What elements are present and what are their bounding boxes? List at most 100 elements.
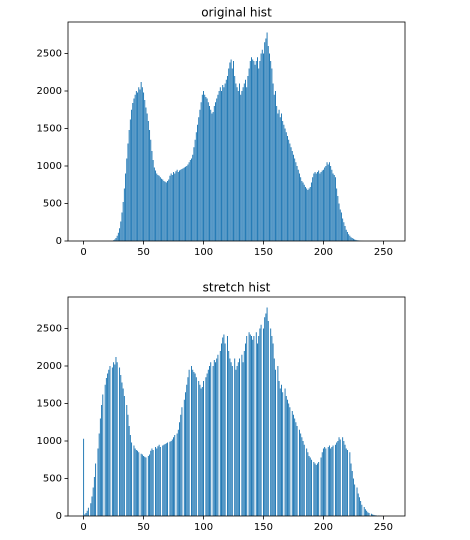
x-tick-label: 100: [194, 247, 213, 258]
y-tick-label: 500: [43, 199, 62, 210]
bar: [248, 68, 250, 241]
bar: [193, 147, 195, 241]
bar: [144, 100, 146, 241]
bar: [173, 437, 175, 516]
bar: [263, 328, 264, 516]
bar: [147, 121, 149, 241]
bar: [176, 169, 178, 241]
bar: [192, 369, 194, 516]
bar: [289, 407, 291, 516]
bar: [286, 136, 288, 241]
bar: [134, 448, 136, 516]
y-tick-label: 1500: [37, 399, 62, 410]
x-tick-label: 50: [137, 247, 150, 258]
bar: [246, 87, 248, 241]
y-tick-label: 2000: [37, 361, 62, 372]
y-tick-label: 2500: [37, 324, 62, 335]
bar: [241, 91, 243, 241]
bar: [277, 113, 279, 241]
bar: [236, 366, 238, 516]
bar: [207, 369, 209, 516]
bar: [191, 366, 193, 516]
bar: [363, 507, 365, 516]
bar: [111, 367, 113, 516]
bar: [170, 441, 172, 516]
bar: [354, 239, 356, 241]
bar: [360, 501, 362, 516]
bar: [108, 369, 110, 516]
bar: [252, 59, 254, 241]
bar: [330, 448, 332, 516]
bar: [141, 454, 143, 516]
bar: [346, 450, 348, 516]
bar: [280, 384, 282, 516]
bar: [295, 422, 297, 516]
bar: [303, 444, 305, 516]
bar: [164, 181, 166, 241]
bar: [129, 435, 131, 516]
bar: [314, 172, 316, 241]
bar: [195, 377, 197, 516]
bar: [271, 336, 273, 516]
bar: [294, 158, 296, 241]
bar: [179, 170, 181, 241]
bar: [316, 172, 318, 241]
bar: [180, 169, 182, 241]
bar: [258, 336, 260, 516]
bar: [274, 369, 276, 516]
y-tick-label: 0: [56, 511, 62, 522]
bar: [183, 399, 185, 516]
bar: [85, 513, 87, 516]
bar: [169, 175, 171, 241]
bar: [195, 132, 197, 241]
bar: [319, 173, 321, 241]
bar: [364, 509, 366, 516]
x-tick-label: 100: [194, 522, 213, 533]
bar: [205, 377, 207, 516]
bar: [97, 448, 99, 516]
bar: [277, 366, 279, 516]
bar: [93, 477, 95, 516]
bar: [302, 182, 304, 241]
bar: [227, 336, 228, 516]
bar: [157, 175, 159, 241]
bar: [255, 61, 257, 241]
bar: [337, 196, 339, 241]
bar: [177, 172, 179, 241]
x-tick-label: 200: [314, 247, 333, 258]
bar: [212, 112, 214, 241]
bar: [156, 173, 158, 241]
bar: [259, 328, 261, 516]
bar: [222, 85, 224, 241]
bar: [271, 68, 273, 241]
bar: [144, 456, 146, 516]
y-tick-label: 500: [43, 474, 62, 485]
bar: [247, 76, 249, 241]
bar: [139, 89, 141, 241]
bar: [213, 360, 215, 516]
bar: [230, 59, 232, 241]
bar: [336, 442, 338, 516]
bar: [135, 91, 137, 241]
bar: [355, 239, 357, 241]
bar: [234, 76, 236, 241]
bar: [168, 179, 170, 241]
bar: [132, 103, 134, 241]
bar: [187, 377, 189, 516]
bar: [243, 83, 245, 241]
bar: [128, 426, 130, 516]
bar: [171, 439, 173, 516]
bar: [246, 336, 248, 516]
bar: [304, 187, 306, 241]
plot-frame: [67, 296, 406, 517]
bar: [350, 237, 352, 241]
bar: [87, 507, 89, 516]
plot-frame: [67, 21, 406, 242]
bar: [284, 128, 286, 241]
bar: [213, 106, 215, 241]
bar: [354, 484, 356, 516]
bar: [348, 234, 350, 241]
bar: [324, 447, 326, 516]
bar: [181, 407, 183, 516]
